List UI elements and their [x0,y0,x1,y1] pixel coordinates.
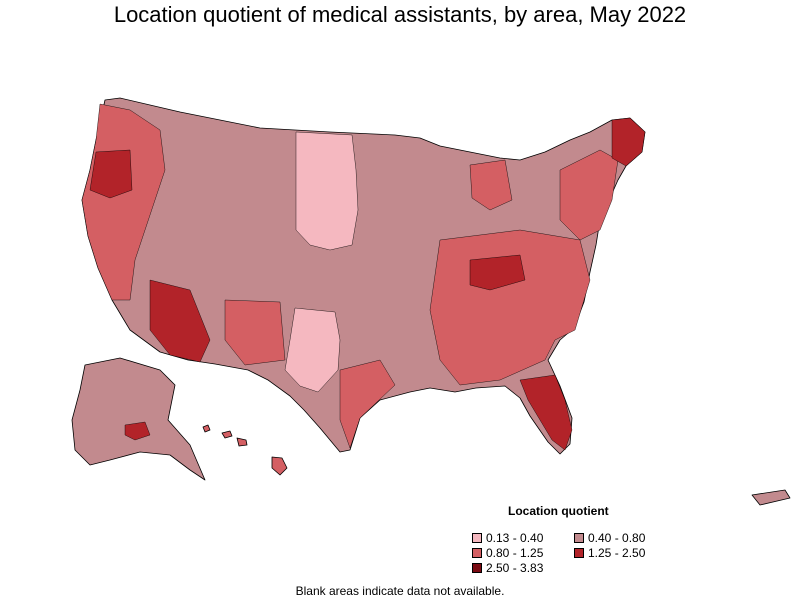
oregon-high-region [89,149,133,199]
puerto-rico-region [751,489,791,506]
hawaii-island-4 [271,456,288,476]
map-title: Location quotient of medical assistants,… [113,2,687,27]
legend-swatch [472,533,482,543]
legend-label: 0.40 - 0.80 [588,531,646,545]
legend-label: 0.13 - 0.40 [486,531,544,545]
footnote: Blank areas indicate data not available. [295,584,505,598]
northeast-region [559,149,619,241]
legend-swatch [574,548,584,558]
legend-swatch [574,533,584,543]
michigan-region [469,159,513,211]
legend-item: 0.80 - 1.25 [472,546,543,560]
legend-item: 0.40 - 0.80 [574,531,645,545]
legend-label: 0.80 - 1.25 [486,546,544,560]
west-texas-low-region [284,307,341,393]
choropleth-map [0,40,800,510]
southwest-high-region [149,279,211,363]
us-map-svg [71,97,791,506]
kentucky-high-region [469,254,526,291]
legend-item: 2.50 - 3.83 [472,561,543,575]
maine-region [611,117,646,167]
legend-swatch [472,563,482,573]
anchorage-region [124,421,151,441]
legend-title: Location quotient [508,504,609,518]
florida-region [519,374,573,451]
legend-item: 1.25 - 2.50 [574,546,645,560]
plains-low-region [295,131,359,251]
gulf-texas-region [339,359,396,449]
southeast-region [429,229,591,386]
alaska-region [71,357,206,481]
legend-label: 1.25 - 2.50 [588,546,646,560]
hawaii-island-1 [202,424,211,433]
map-legend: Location quotient 0.13 - 0.40 0.40 - 0.8… [466,504,696,576]
new-mexico-region [224,299,286,366]
legend-swatch [472,548,482,558]
hawaii-island-3 [236,437,248,447]
legend-item: 0.13 - 0.40 [472,531,543,545]
hawaii-island-2 [221,430,233,439]
legend-label: 2.50 - 3.83 [486,561,544,575]
